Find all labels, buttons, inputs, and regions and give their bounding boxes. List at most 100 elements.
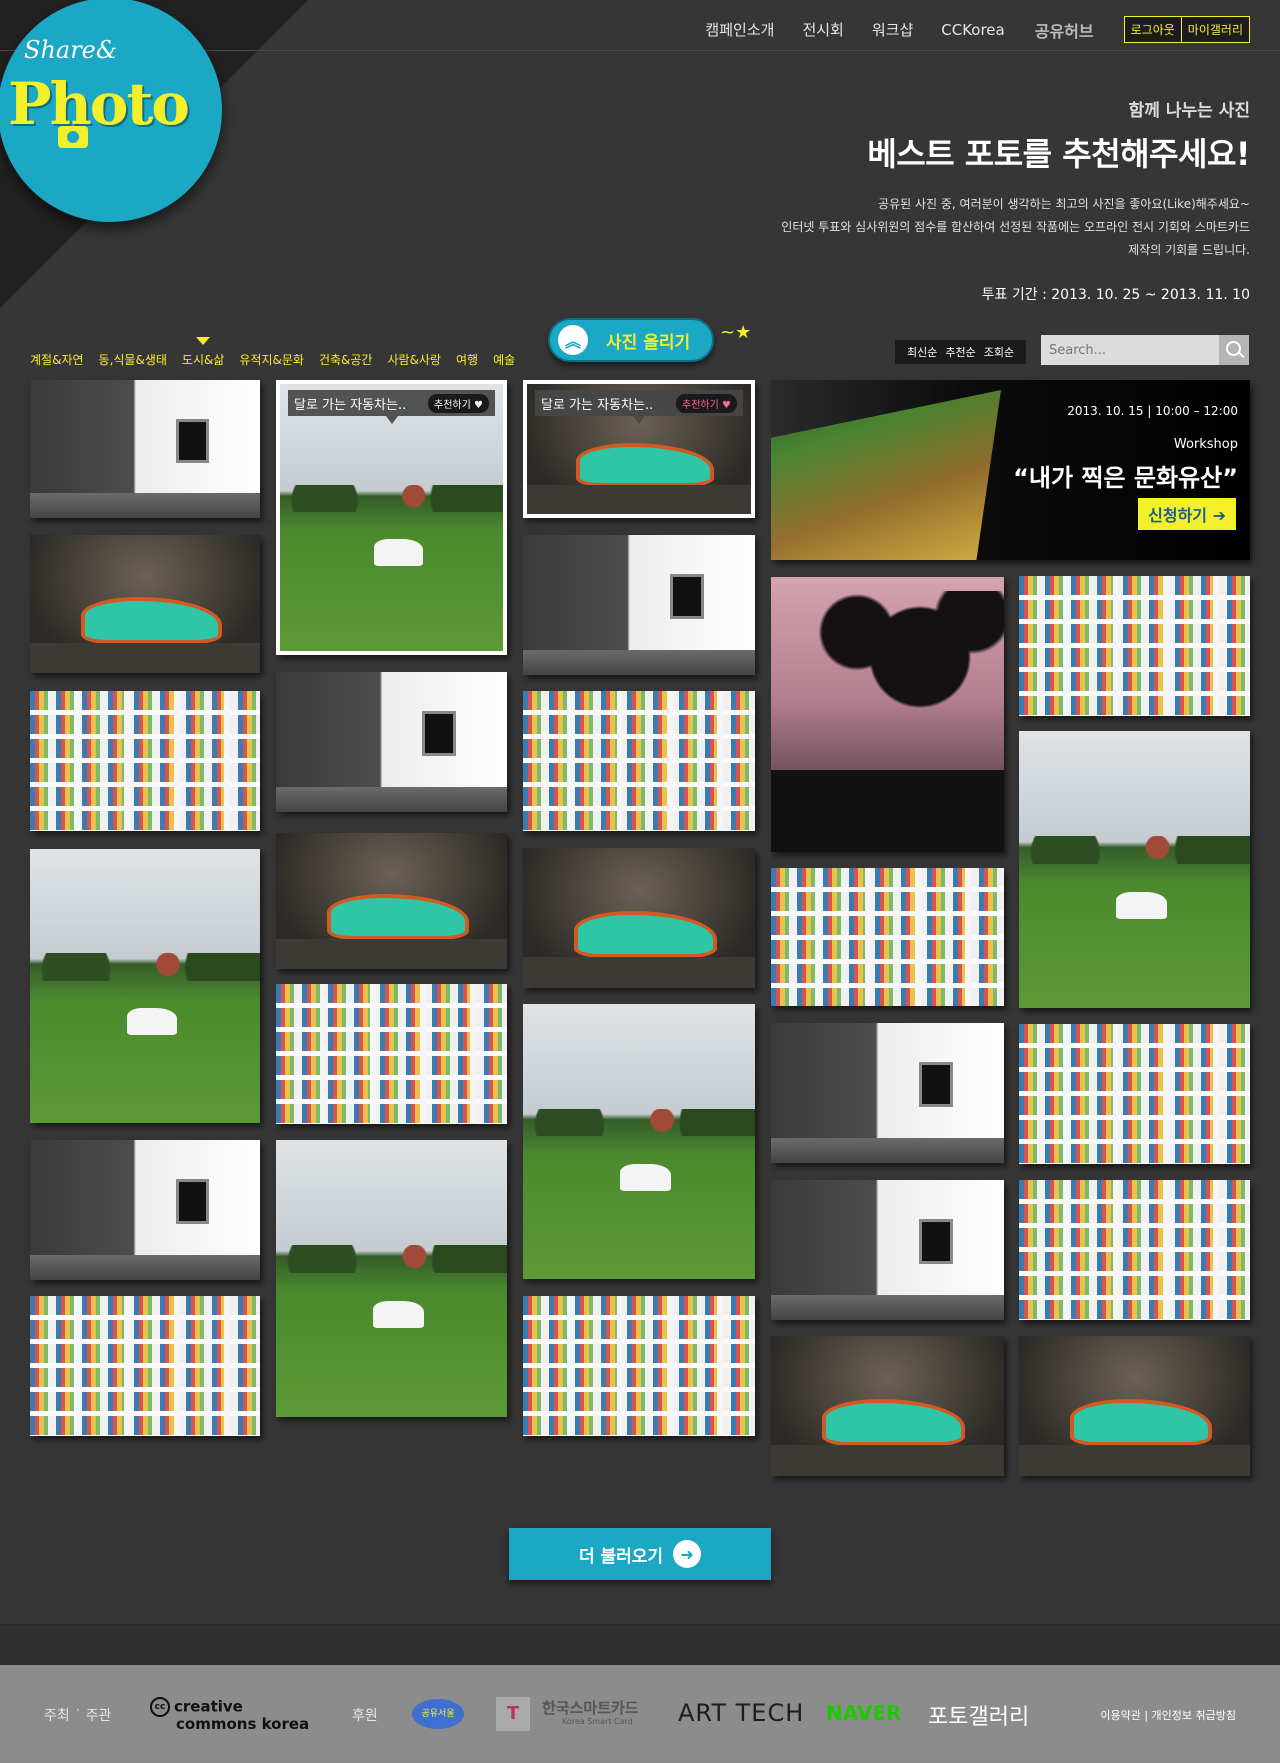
recommend-button[interactable]: 추천하기 ♥ [428,393,489,413]
photo-tile[interactable] [1019,731,1250,1008]
arrow-right-icon: ➜ [673,1540,702,1568]
korea-smart-card-subtext: Korea Smart Card [562,1717,633,1726]
nav-cckorea[interactable]: CCKorea [941,20,1005,39]
creative-commons-logo[interactable]: cc creative commons korea [150,1697,309,1732]
photo-tile[interactable] [30,849,260,1123]
hero-desc-line: 인터넷 투표와 심사위원의 점수를 합산하여 선정된 작품에는 오프라인 전시 … [781,220,1250,234]
category-tab[interactable]: 유적지&문화 [239,353,304,367]
logout-button[interactable]: 로그아웃 [1124,17,1181,42]
nav-campaign[interactable]: 캠페인소개 [705,21,775,39]
photo-tile[interactable] [30,535,260,673]
tooltip-title: 달로 가는 자동차는.. [541,397,654,413]
photo-tile[interactable] [1019,576,1250,716]
banner-title: “내가 찍은 문화유산” [1013,464,1238,492]
photo-tile[interactable] [771,577,1004,852]
arttech-logo[interactable]: ART TECH [678,1699,805,1727]
footer: 주최 ˙ 주관 cc creative commons korea 후원 공유서울… [0,1665,1280,1763]
photo-tile[interactable] [771,868,1004,1006]
photo-tile[interactable] [30,1140,260,1280]
photo-tile[interactable] [771,1023,1004,1163]
search-input[interactable] [1041,335,1219,365]
tooltip-title: 달로 가는 자동차는.. [294,397,407,413]
photo-tile[interactable] [523,535,755,675]
photo-tooltip: 달로 가는 자동차는.. 추천하기 ♥ [288,390,495,416]
photo-tile[interactable] [1019,1180,1250,1320]
photo-tile[interactable] [30,380,260,518]
sort-views[interactable]: 조회순 [983,346,1015,359]
upload-photo-button[interactable]: ︽ 사진 올리기 [548,318,714,362]
top-divider [0,50,1280,51]
search-icon[interactable] [1219,335,1249,365]
korea-smart-card-logo[interactable]: 한국스마트카드 [542,1699,639,1717]
photo-tile[interactable] [523,691,755,831]
recommend-label: 추천하기 [682,399,719,411]
hero-desc-line: 제작의 기회를 드립니다. [1128,243,1250,257]
photo-tile[interactable] [1019,1336,1250,1476]
category-tab[interactable]: 사람&사랑 [387,353,442,367]
photo-tile-highlighted[interactable]: 달로 가는 자동차는.. 추천하기 ♥ [276,380,507,655]
nav-exhibition[interactable]: 전시회 [802,21,844,39]
footer-strip [0,1625,1280,1665]
share-photo-logo[interactable]: Share& Photo [0,0,222,222]
tmoney-logo[interactable]: T [496,1697,530,1731]
logo-photo-text: Photo [8,70,190,138]
photo-gallery-text: 포토갤러리 [928,1705,1030,1730]
hero-headline: 베스트 포토를 추천해주세요! [867,135,1250,173]
star-doodle-icon: ~★ [720,322,752,343]
apply-button[interactable]: 신청하기 ➔ [1138,498,1236,530]
photo-tile[interactable] [276,1140,507,1417]
account-buttons: 로그아웃 마이갤러리 [1123,16,1250,43]
photo-tile[interactable] [523,848,755,988]
photo-tile[interactable] [30,691,260,831]
category-tab[interactable]: 계절&자연 [30,353,84,367]
category-tab[interactable]: 건축&공간 [318,353,373,367]
photo-tile-highlighted[interactable]: 달로 가는 자동차는.. 추천하기 ♥ [523,380,755,518]
photo-tile[interactable] [30,1296,260,1436]
top-navigation: 캠페인소개 전시회 워크샵 CCKorea 공유허브 로그아웃 마이갤러리 [677,16,1250,43]
banner-kicker: Workshop [1173,437,1238,452]
category-tab-active[interactable]: 도시&삶 [181,353,225,367]
naver-logo[interactable]: NAVER [826,1701,902,1725]
banner-date: 2013. 10. 15 | 10:00 – 12:00 [1067,404,1238,418]
photo-tile[interactable] [523,1296,755,1436]
host-label: 주최 ˙ 주관 [44,1708,112,1724]
sponsor-label: 후원 [352,1708,378,1724]
my-gallery-button[interactable]: 마이갤러리 [1180,17,1249,42]
footer-divider [0,1624,1280,1625]
category-tab[interactable]: 동,식물&생태 [98,353,167,367]
share-seoul-logo[interactable]: 공유서울 [412,1699,464,1729]
load-more-button[interactable]: 더 불러오기 ➜ [509,1528,771,1580]
category-tab[interactable]: 예술 [493,353,516,367]
heart-icon: ♥ [722,399,731,411]
photo-tile[interactable] [523,1004,755,1279]
photo-tile[interactable] [771,1180,1004,1320]
palace-roof-image [771,390,1001,560]
search-box [1041,335,1249,365]
footer-links[interactable]: 이용약관 | 개인정보 취급방침 [1100,1709,1236,1722]
recommend-button-liked[interactable]: 추천하기 ♥ [676,393,737,413]
cc-icon: cc [150,1697,170,1717]
cc-text-line1: creative [174,1697,243,1716]
hero-description: 공유된 사진 중, 여러분이 생각하는 최고의 사진을 좋아요(Like)해주세… [781,193,1250,262]
voting-period: 투표 기간 : 2013. 10. 25 ~ 2013. 11. 10 [981,287,1250,303]
photo-tile[interactable] [276,984,507,1124]
photo-tile[interactable] [276,672,507,812]
nav-sharehub-logo[interactable]: 공유허브 [1034,21,1094,41]
hero-section: 함께 나누는 사진 베스트 포토를 추천해주세요! 공유된 사진 중, 여러분이… [781,96,1250,304]
load-more-label: 더 불러오기 [578,1546,664,1567]
category-tab[interactable]: 여행 [456,353,479,367]
recommend-label: 추천하기 [434,399,471,411]
logo-share-text: Share& [24,36,118,64]
sort-recommended[interactable]: 추천순 [945,346,976,359]
photo-tile[interactable] [276,833,507,969]
workshop-banner[interactable]: 2013. 10. 15 | 10:00 – 12:00 Workshop “내… [771,380,1250,560]
photo-tile[interactable] [771,1336,1004,1476]
nav-workshop[interactable]: 워크샵 [871,21,914,39]
hero-desc-line: 공유된 사진 중, 여러분이 생각하는 최고의 사진을 좋아요(Like)해주세… [878,197,1250,211]
hero-kicker: 함께 나누는 사진 [1128,101,1250,121]
sort-latest[interactable]: 최신순 [907,346,938,359]
photo-tile[interactable] [1019,1024,1250,1164]
chevron-up-icon: ︽ [558,325,588,355]
camera-icon [58,126,88,148]
category-tabs: 계절&자연 동,식물&생태 도시&삶 유적지&문화 건축&공간 사람&사랑 여행… [30,351,530,368]
